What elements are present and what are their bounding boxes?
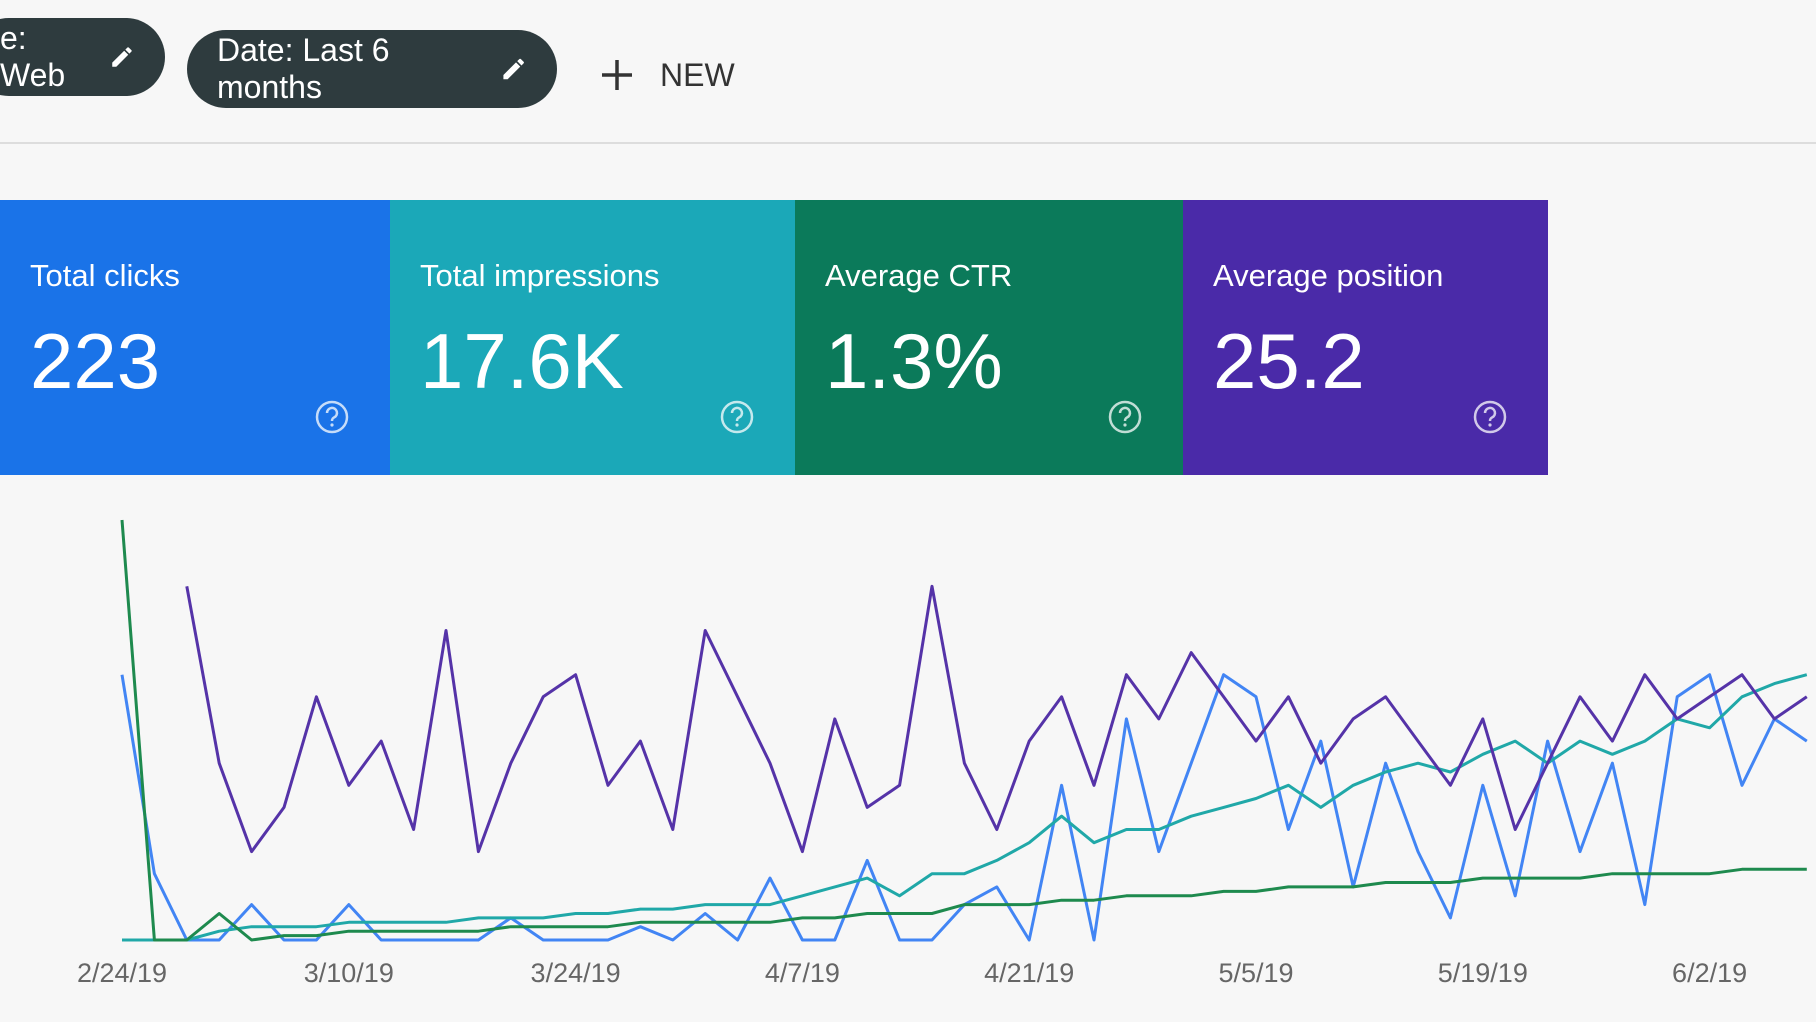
help-icon[interactable] xyxy=(719,399,755,435)
edit-icon xyxy=(503,58,524,80)
series-line xyxy=(185,584,1808,854)
series-line xyxy=(122,673,1808,942)
metric-label: Total clicks xyxy=(30,258,180,293)
new-label: NEW xyxy=(660,56,735,93)
x-tick-label: 2/24/19 xyxy=(77,958,167,988)
filter-chip[interactable]: e: Web xyxy=(0,18,165,96)
x-tick-label: 4/21/19 xyxy=(984,958,1074,988)
x-tick-label: 3/24/19 xyxy=(531,958,621,988)
performance-chart: 2/24/19 3/10/19 3/24/19 4/7/19 4/21/19 5/5/19… xyxy=(77,519,1808,988)
metric-card[interactable]: Average CTR 1.3% xyxy=(795,200,1183,475)
edit-icon xyxy=(112,47,132,67)
help-icon[interactable] xyxy=(314,399,350,435)
series-line xyxy=(120,519,1807,942)
help-icon[interactable] xyxy=(1107,399,1143,435)
x-tick-label: 5/5/19 xyxy=(1218,958,1293,988)
metric-card[interactable]: Average position 25.2 xyxy=(1183,200,1548,475)
divider xyxy=(0,142,1816,144)
chip-label: Date: Last 6 months xyxy=(217,32,390,105)
metric-label: Average position xyxy=(1213,258,1444,293)
x-tick-label: 5/19/19 xyxy=(1438,958,1528,988)
metric-card[interactable]: Total impressions 17.6K xyxy=(390,200,795,475)
x-tick-label: 6/2/19 xyxy=(1672,958,1747,988)
metric-label: Total impressions xyxy=(420,258,660,293)
metric-label: Average CTR xyxy=(825,258,1013,293)
series-line xyxy=(120,673,1808,942)
metric-value: 223 xyxy=(30,317,161,405)
help-icon[interactable] xyxy=(1472,399,1508,435)
plus-icon xyxy=(602,60,632,90)
x-tick-label: 3/10/19 xyxy=(304,958,394,988)
chip-label: e: Web xyxy=(0,20,66,93)
metric-card[interactable]: Total clicks 223 xyxy=(0,200,390,475)
new-filter-button[interactable]: NEW xyxy=(600,40,735,110)
metric-value: 1.3% xyxy=(825,317,1003,405)
filter-chip[interactable]: Date: Last 6 months xyxy=(187,30,557,108)
metric-value: 25.2 xyxy=(1213,317,1365,405)
metric-value: 17.6K xyxy=(420,317,624,405)
x-tick-label: 4/7/19 xyxy=(765,958,840,988)
